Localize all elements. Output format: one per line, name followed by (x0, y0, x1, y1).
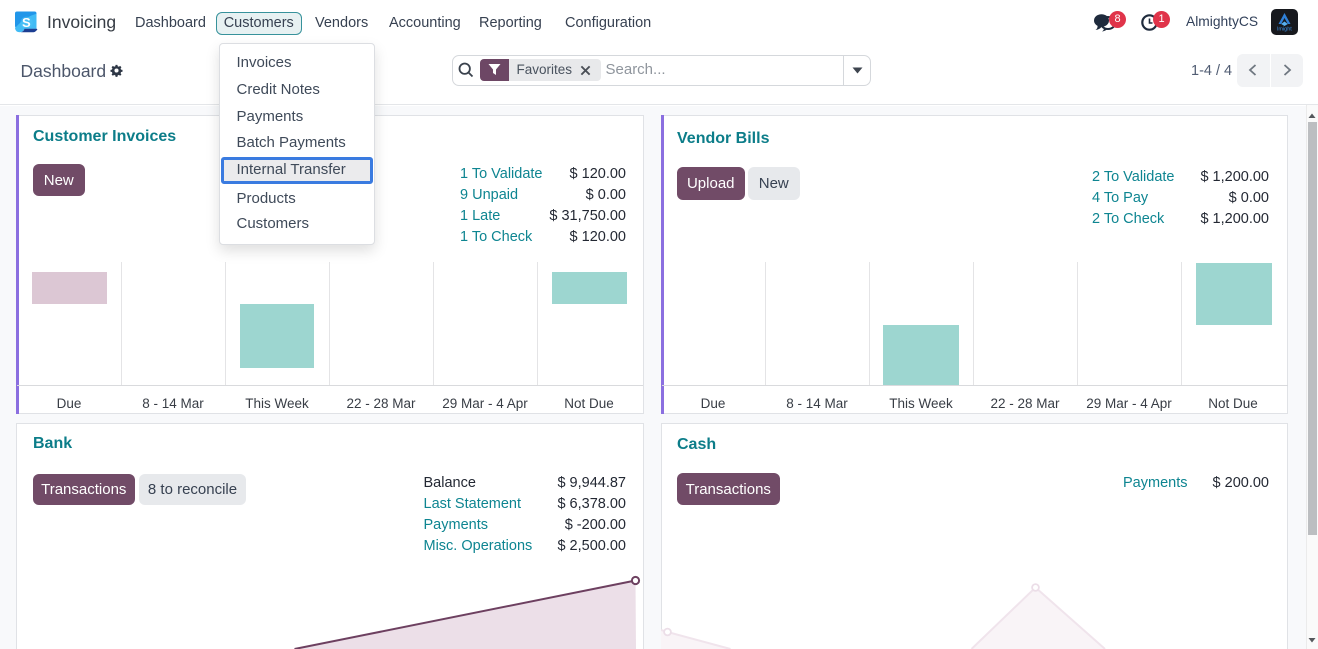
svg-text:S: S (22, 15, 31, 30)
svg-text:lmight: lmight (1277, 27, 1292, 33)
